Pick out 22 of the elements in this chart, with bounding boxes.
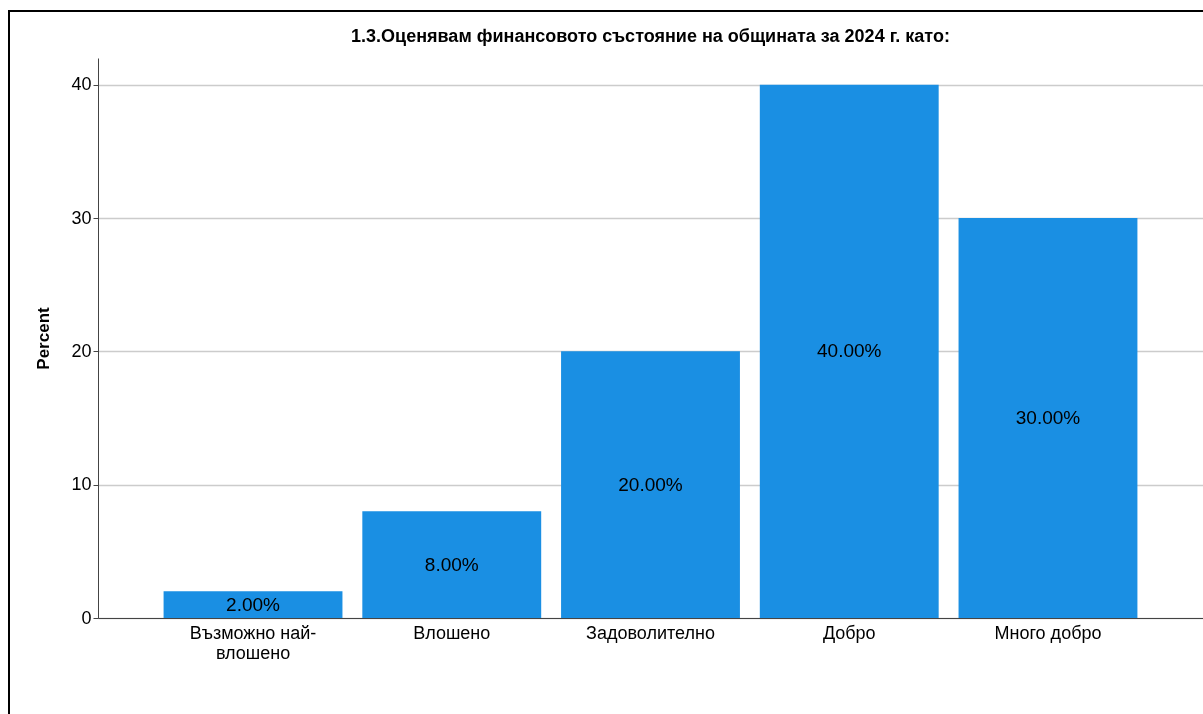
data-label: 2.00% [226, 593, 281, 615]
x-tick-label: Възможно най-влошено [189, 622, 317, 663]
data-label: 40.00% [817, 340, 882, 362]
bar [561, 351, 740, 618]
x-tick-label: Много добро [994, 622, 1102, 643]
y-tick-label: 0 [81, 607, 92, 628]
y-tick-label: 30 [71, 207, 92, 228]
bar [759, 84, 939, 618]
chart-title: 1.3.Оценявам финансовото състояние на общината за 2024 г. като: [351, 26, 950, 46]
x-tick-label: Влошено [413, 622, 491, 643]
y-tick-label: 40 [71, 74, 92, 95]
x-tick-label: Добро [822, 622, 876, 643]
y-tick-label: 10 [71, 474, 92, 495]
data-label: 20.00% [618, 473, 683, 495]
bar [163, 591, 343, 618]
y-tick-label: 20 [71, 340, 92, 361]
bar [958, 218, 1138, 618]
data-label: 30.00% [1015, 407, 1081, 428]
x-tick-label: Задоволително [586, 622, 715, 643]
y-axis-title: Percent [34, 306, 54, 370]
bar [362, 511, 542, 618]
data-label: 8.00% [424, 553, 479, 575]
